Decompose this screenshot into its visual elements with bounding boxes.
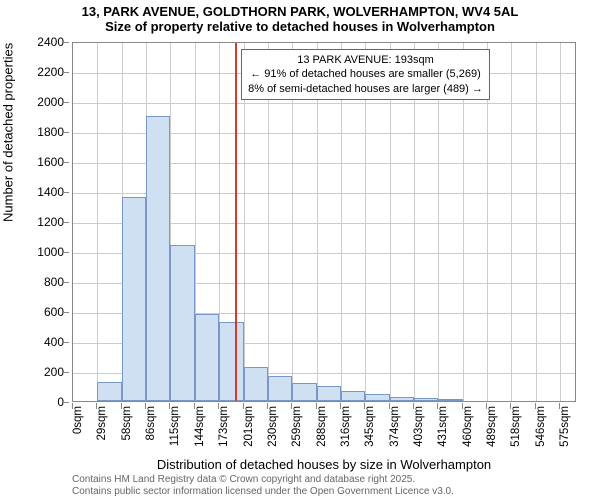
annotation-box: 13 PARK AVENUE: 193sqm← 91% of detached … [241, 49, 490, 100]
annotation-line: ← 91% of detached houses are smaller (5,… [248, 67, 483, 81]
y-axis-ticks: 0200400600800100012001400160018002000220… [0, 42, 68, 402]
x-tick-label: 173sqm [218, 406, 230, 447]
y-tick-label: 0 [0, 395, 64, 409]
x-tick-label: 201sqm [243, 406, 255, 447]
x-tick-label: 29sqm [96, 406, 108, 441]
x-tick-label: 0sqm [72, 406, 84, 434]
x-tick-label: 403sqm [413, 406, 425, 447]
histogram-bar [219, 322, 243, 402]
reference-marker-line [235, 43, 237, 401]
x-tick-label: 230sqm [267, 406, 279, 447]
y-tick-label: 1600 [0, 155, 64, 169]
annotation-line: 8% of semi-detached houses are larger (4… [248, 82, 483, 96]
histogram-bar [414, 398, 438, 401]
y-tick-label: 800 [0, 275, 64, 289]
title-line-1: 13, PARK AVENUE, GOLDTHORN PARK, WOLVERH… [0, 4, 600, 19]
histogram-bar [292, 383, 316, 401]
annotation-line: 13 PARK AVENUE: 193sqm [248, 53, 483, 67]
histogram-bar [122, 197, 146, 401]
histogram-chart: 13, PARK AVENUE, GOLDTHORN PARK, WOLVERH… [0, 0, 600, 500]
x-axis-ticks: 0sqm 29sqm 58sqm 86sqm 115sqm 144sqm 173sqm 201… [72, 404, 576, 464]
title-line-2: Size of property relative to detached ho… [0, 19, 600, 34]
histogram-bar [244, 367, 268, 402]
histogram-bar [268, 376, 292, 402]
gridline-v [536, 43, 537, 401]
x-tick-label: 259sqm [291, 406, 303, 447]
x-tick-label: 58sqm [121, 406, 133, 441]
x-tick-label: 288sqm [316, 406, 328, 447]
histogram-bar [97, 382, 121, 402]
x-tick-label: 115sqm [169, 406, 181, 446]
y-tick-label: 400 [0, 335, 64, 349]
histogram-bar [170, 245, 194, 401]
y-tick-label: 600 [0, 305, 64, 319]
x-tick-label: 144sqm [194, 406, 206, 447]
x-tick-label: 546sqm [535, 406, 547, 447]
plot-area: 13 PARK AVENUE: 193sqm← 91% of detached … [72, 42, 576, 402]
y-tick-label: 1400 [0, 185, 64, 199]
y-tick-label: 1800 [0, 125, 64, 139]
y-tick-label: 2000 [0, 95, 64, 109]
attribution-line-1: Contains HM Land Registry data © Crown c… [72, 474, 454, 486]
histogram-bar [390, 397, 414, 402]
x-tick-label: 575sqm [559, 406, 571, 447]
y-tick-label: 2400 [0, 35, 64, 49]
histogram-bar [341, 391, 365, 402]
y-tick-label: 2200 [0, 65, 64, 79]
histogram-bar [365, 394, 389, 402]
attribution-text: Contains HM Land Registry data © Crown c… [72, 474, 454, 498]
chart-titles: 13, PARK AVENUE, GOLDTHORN PARK, WOLVERH… [0, 0, 600, 34]
x-axis-label: Distribution of detached houses by size … [72, 457, 576, 472]
gridline-h [73, 103, 575, 104]
x-tick-label: 345sqm [364, 406, 376, 447]
y-tick-label: 200 [0, 365, 64, 379]
y-tick-label: 1000 [0, 245, 64, 259]
gridline-v [560, 43, 561, 401]
x-tick-label: 374sqm [389, 406, 401, 447]
histogram-bar [317, 386, 341, 401]
x-tick-label: 460sqm [462, 406, 474, 447]
histogram-bar [146, 116, 170, 401]
histogram-bar [438, 399, 462, 401]
x-tick-label: 316sqm [340, 406, 352, 447]
gridline-v [511, 43, 512, 401]
x-tick-label: 518sqm [510, 406, 522, 447]
histogram-bar [195, 314, 219, 401]
attribution-line-2: Contains public sector information licen… [72, 486, 454, 498]
y-tick-label: 1200 [0, 215, 64, 229]
gridline-v [97, 43, 98, 401]
x-tick-label: 431sqm [437, 406, 449, 447]
x-tick-label: 489sqm [486, 406, 498, 447]
x-tick-label: 86sqm [145, 406, 157, 441]
